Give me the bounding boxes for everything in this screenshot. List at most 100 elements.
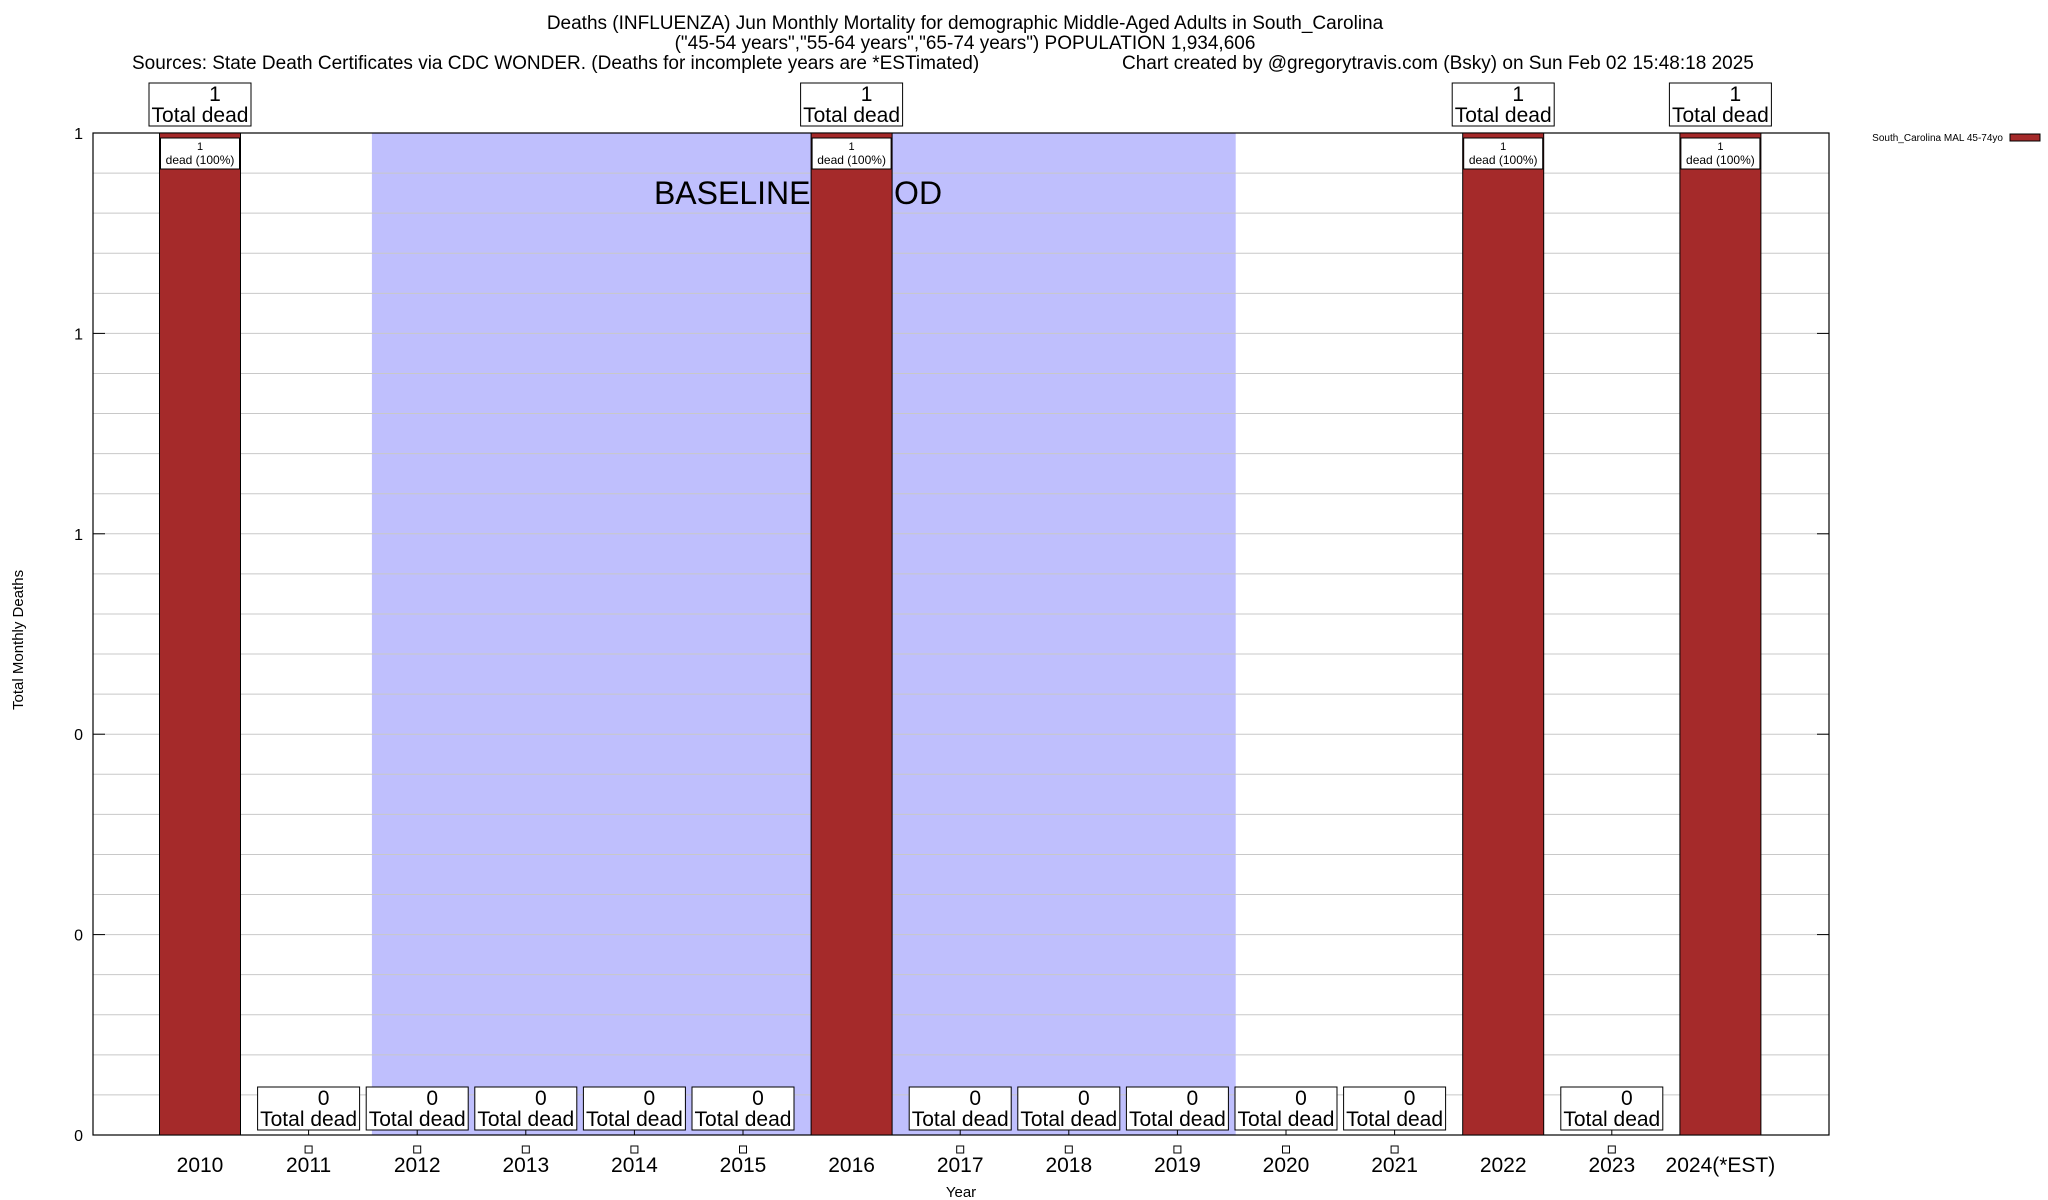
plot-frame [92, 132, 1830, 1136]
zero-point-marker [739, 1145, 747, 1154]
x-tick-label: 2015 [720, 1154, 767, 1177]
x-tick-label: 2010 [177, 1154, 224, 1177]
total-label-box [1668, 82, 1772, 127]
bar [1462, 132, 1545, 1136]
total-label-text: Total dead [260, 1108, 357, 1131]
x-tick-label: 2012 [394, 1154, 441, 1177]
zero-point-marker [1282, 1145, 1290, 1154]
total-label-text: Total dead [1238, 1108, 1335, 1131]
total-label-text: Total dead [695, 1108, 792, 1131]
bar-inner-label-box [1680, 137, 1761, 170]
total-label-box [691, 1086, 795, 1131]
bar-inner-label-box [811, 137, 892, 170]
x-tick-label: 2016 [828, 1154, 875, 1177]
bar-inner-label: dead (100%) [166, 153, 235, 167]
zero-point-marker [1390, 1145, 1399, 1154]
zero-point-marker [1173, 1145, 1182, 1154]
total-label-value: 0 [1078, 1087, 1090, 1110]
total-label-value: 0 [535, 1087, 547, 1110]
y-tick-label: 1 [74, 527, 83, 544]
total-label-value: 0 [1295, 1087, 1307, 1110]
bar [1679, 132, 1762, 1136]
x-tick-label: 2013 [502, 1154, 549, 1177]
chart-credit: Chart created by @gregorytravis.com (Bsk… [1122, 53, 1754, 74]
total-label-box [800, 82, 904, 127]
total-label-value: 0 [752, 1087, 764, 1110]
bar-inner-value: 1 [1717, 141, 1723, 153]
x-tick-label: 2020 [1263, 1154, 1310, 1177]
zero-point-marker [1064, 1145, 1073, 1154]
total-label-value: 0 [1404, 1087, 1416, 1110]
total-label-value: 0 [1187, 1087, 1199, 1110]
baseline-label: BASELINE PERIOD [654, 175, 942, 211]
bar [159, 132, 241, 1136]
total-label-value: 0 [318, 1087, 330, 1110]
x-axis-label: Year [946, 1184, 976, 1200]
total-label-text: Total dead [477, 1108, 574, 1131]
bar-inner-label: dead (100%) [817, 153, 886, 167]
bar-inner-value: 1 [197, 141, 203, 153]
total-label-box [1451, 82, 1555, 127]
legend-label: South_Carolina MAL 45-74yo [1872, 133, 2003, 144]
total-label-text: Total dead [1455, 104, 1552, 127]
zero-point-marker [956, 1145, 965, 1154]
total-label-text: Total dead [912, 1108, 1009, 1131]
y-tick-label: 0 [74, 1128, 83, 1145]
x-tick-label: 2014 [611, 1154, 658, 1177]
legend-swatch [2009, 133, 2041, 142]
y-tick-label: 1 [74, 126, 83, 143]
total-label-text: Total dead [1346, 1108, 1443, 1131]
y-tick-label: 1 [74, 326, 83, 343]
y-axis-label-wrap: Total Monthly Deaths [2, 570, 32, 710]
x-tick-label: 2017 [937, 1154, 984, 1177]
zero-point-marker [413, 1145, 422, 1154]
chart-title: Deaths (INFLUENZA) Jun Monthly Mortality… [546, 13, 1384, 34]
x-tick-label: 2018 [1045, 1154, 1092, 1177]
y-axis-label: Total Monthly Deaths [10, 569, 27, 710]
total-label-box [257, 1086, 361, 1131]
total-label-value: 1 [209, 83, 221, 106]
total-label-text: Total dead [152, 104, 249, 127]
bar [810, 132, 893, 1136]
total-label-text: Total dead [1563, 1108, 1660, 1131]
total-label-text: Total dead [1672, 104, 1769, 127]
bar-inner-label-box [160, 137, 240, 170]
total-label-value: 0 [426, 1087, 438, 1110]
zero-point-marker [630, 1145, 639, 1154]
total-label-value: 1 [861, 83, 873, 106]
total-label-box [1560, 1086, 1664, 1131]
bar-inner-value: 1 [1500, 141, 1506, 153]
total-label-value: 0 [1621, 1087, 1633, 1110]
total-label-box [1343, 1086, 1447, 1131]
x-tick-label: 2019 [1154, 1154, 1201, 1177]
zero-point-marker [1607, 1145, 1616, 1154]
bar-inner-label: dead (100%) [1469, 153, 1538, 167]
y-tick-label: 0 [74, 928, 83, 945]
bar-inner-label: dead (100%) [1686, 153, 1755, 167]
total-label-value: 0 [969, 1087, 981, 1110]
total-label-text: Total dead [803, 104, 900, 127]
x-tick-label: 2021 [1371, 1154, 1418, 1177]
y-tick-label: 0 [74, 727, 83, 744]
total-label-box [365, 1086, 469, 1131]
zero-point-marker [304, 1145, 313, 1154]
x-tick-label: 2024(*EST) [1666, 1154, 1776, 1177]
chart-subtitle: ("45-54 years","55-64 years","65-74 year… [674, 33, 1256, 54]
total-label-box [1125, 1086, 1229, 1131]
total-label-text: Total dead [369, 1108, 466, 1131]
bar-inner-label-box [1463, 137, 1544, 170]
bar-inner-value: 1 [849, 141, 855, 153]
total-label-value: 0 [644, 1087, 656, 1110]
x-tick-label: 2023 [1588, 1154, 1635, 1177]
total-label-box [148, 82, 252, 127]
total-label-box [1234, 1086, 1338, 1131]
x-tick-label: 2022 [1480, 1154, 1527, 1177]
chart-source: Sources: State Death Certificates via CD… [132, 53, 980, 74]
total-label-box [1017, 1086, 1121, 1131]
total-label-text: Total dead [1129, 1108, 1226, 1131]
zero-point-marker [521, 1145, 530, 1154]
total-label-value: 1 [1730, 83, 1742, 106]
total-label-box [474, 1086, 578, 1131]
total-label-box [908, 1086, 1012, 1131]
